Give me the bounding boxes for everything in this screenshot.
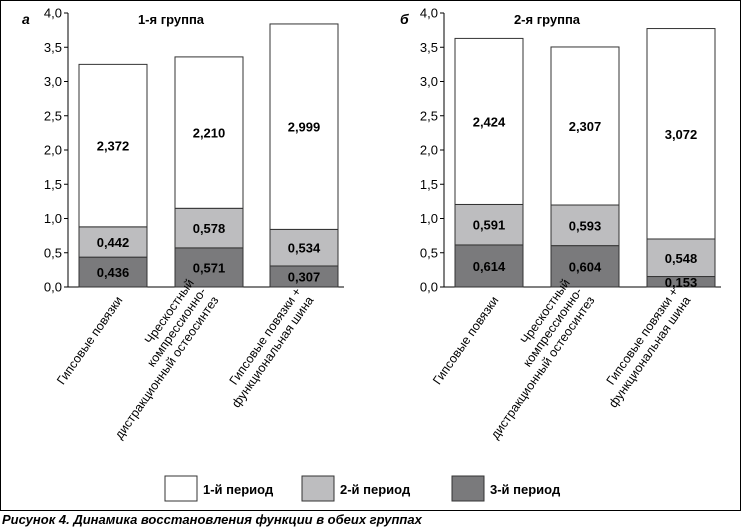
bar-segment (269, 23, 339, 230)
y-tick-label: 3,0 (44, 74, 62, 89)
bar-segment (78, 63, 148, 228)
legend-swatch (301, 475, 335, 502)
y-tick-label: 1,0 (420, 211, 438, 226)
bar-segment (269, 228, 339, 267)
x-category-label-line: Гипсовые повязки (430, 294, 501, 388)
bar-segment (78, 226, 148, 258)
y-tick-label: 3,0 (420, 74, 438, 89)
data-label: 0,571 (193, 260, 226, 275)
figure-caption: Рисунок 4. Динамика восстановления функц… (2, 512, 422, 527)
x-category-label-line: функциональная шина (606, 294, 693, 411)
bar-segment (454, 37, 524, 205)
bar-segment (646, 238, 716, 278)
bar-segment (550, 245, 620, 288)
data-label: 0,534 (288, 241, 321, 256)
bar-segment (550, 46, 620, 206)
data-label: 0,548 (665, 251, 698, 266)
x-category-label: Чрескостныйкомпрессионно-дистракционный … (87, 276, 221, 441)
x-category-label: Гипсовые повязки +функциональная шина (594, 285, 694, 410)
y-tick-label: 2,0 (420, 143, 438, 158)
data-label: 0,593 (569, 218, 602, 233)
data-label: 2,307 (569, 119, 602, 134)
panel-label: б (400, 11, 409, 27)
y-tick-label: 2,5 (420, 108, 438, 123)
bar-segment (174, 56, 244, 209)
bar-segment (454, 203, 524, 246)
chart-panel-1: 0,0 0,5 1,0 1,5 2,0 2,5 3,0 3,5 4,0 а 1-я группа 0,… (22, 6, 344, 442)
data-label: 2,424 (473, 114, 506, 129)
x-category-label-line: функциональная шина (229, 294, 316, 411)
y-tick-label: 4,0 (44, 6, 62, 21)
y-tick-label: 0,0 (44, 280, 62, 295)
y-tick-label: 1,5 (420, 177, 438, 192)
y-tick-label: 0,5 (44, 245, 62, 260)
data-label: 0,436 (97, 265, 130, 280)
panel-label: а (22, 11, 30, 27)
bar-segment (174, 247, 244, 288)
legend-label: 1-й период (203, 482, 274, 497)
legend: 1-й период 2-й период 3-й период (164, 475, 561, 502)
bar-segment (646, 28, 716, 240)
data-label: 2,210 (193, 126, 226, 141)
y-tick-label: 1,0 (44, 211, 62, 226)
y-tick-label: 3,5 (420, 40, 438, 55)
chart-panel-2: 0,0 0,5 1,0 1,5 2,0 2,5 3,0 3,5 4,0 б 2-я группа 0,… (400, 6, 721, 442)
data-label: 0,604 (569, 259, 602, 274)
data-label: 0,153 (665, 275, 698, 290)
y-tick-label: 4,0 (420, 6, 438, 21)
x-category-label: Гипсовые повязки (430, 294, 501, 388)
data-label: 0,307 (288, 269, 321, 284)
chart-title: 2-я группа (514, 12, 581, 27)
x-category-label: Гипсовые повязки +функциональная шина (217, 285, 317, 410)
legend-swatch (451, 475, 485, 502)
legend-label: 3-й период (490, 482, 561, 497)
data-label: 0,442 (97, 235, 130, 250)
x-category-label-line: Гипсовые повязки (54, 294, 125, 388)
legend-swatch (164, 475, 198, 502)
y-tick-label: 0,0 (420, 280, 438, 295)
y-tick-label: 2,0 (44, 143, 62, 158)
x-category-label: Чрескостныйкомпрессионно-дистракционный … (463, 276, 597, 441)
chart-title: 1-я группа (138, 12, 205, 27)
data-label: 0,578 (193, 221, 226, 236)
y-tick-label: 3,5 (44, 40, 62, 55)
chart-svg: 0,0 0,5 1,0 1,5 2,0 2,5 3,0 3,5 4,0 а 1-я группа 0,… (22, 6, 721, 502)
y-tick-label: 0,5 (420, 245, 438, 260)
bar-segment (550, 204, 620, 247)
data-label: 0,591 (473, 218, 506, 233)
y-tick-label: 1,5 (44, 177, 62, 192)
legend-label: 2-й период (340, 482, 411, 497)
data-label: 2,372 (97, 139, 130, 154)
x-category-label: Гипсовые повязки (54, 294, 125, 388)
data-label: 2,999 (288, 120, 321, 135)
y-tick-label: 2,5 (44, 108, 62, 123)
data-label: 0,614 (473, 259, 506, 274)
data-label: 3,072 (665, 127, 698, 142)
bar-segment (78, 256, 148, 288)
